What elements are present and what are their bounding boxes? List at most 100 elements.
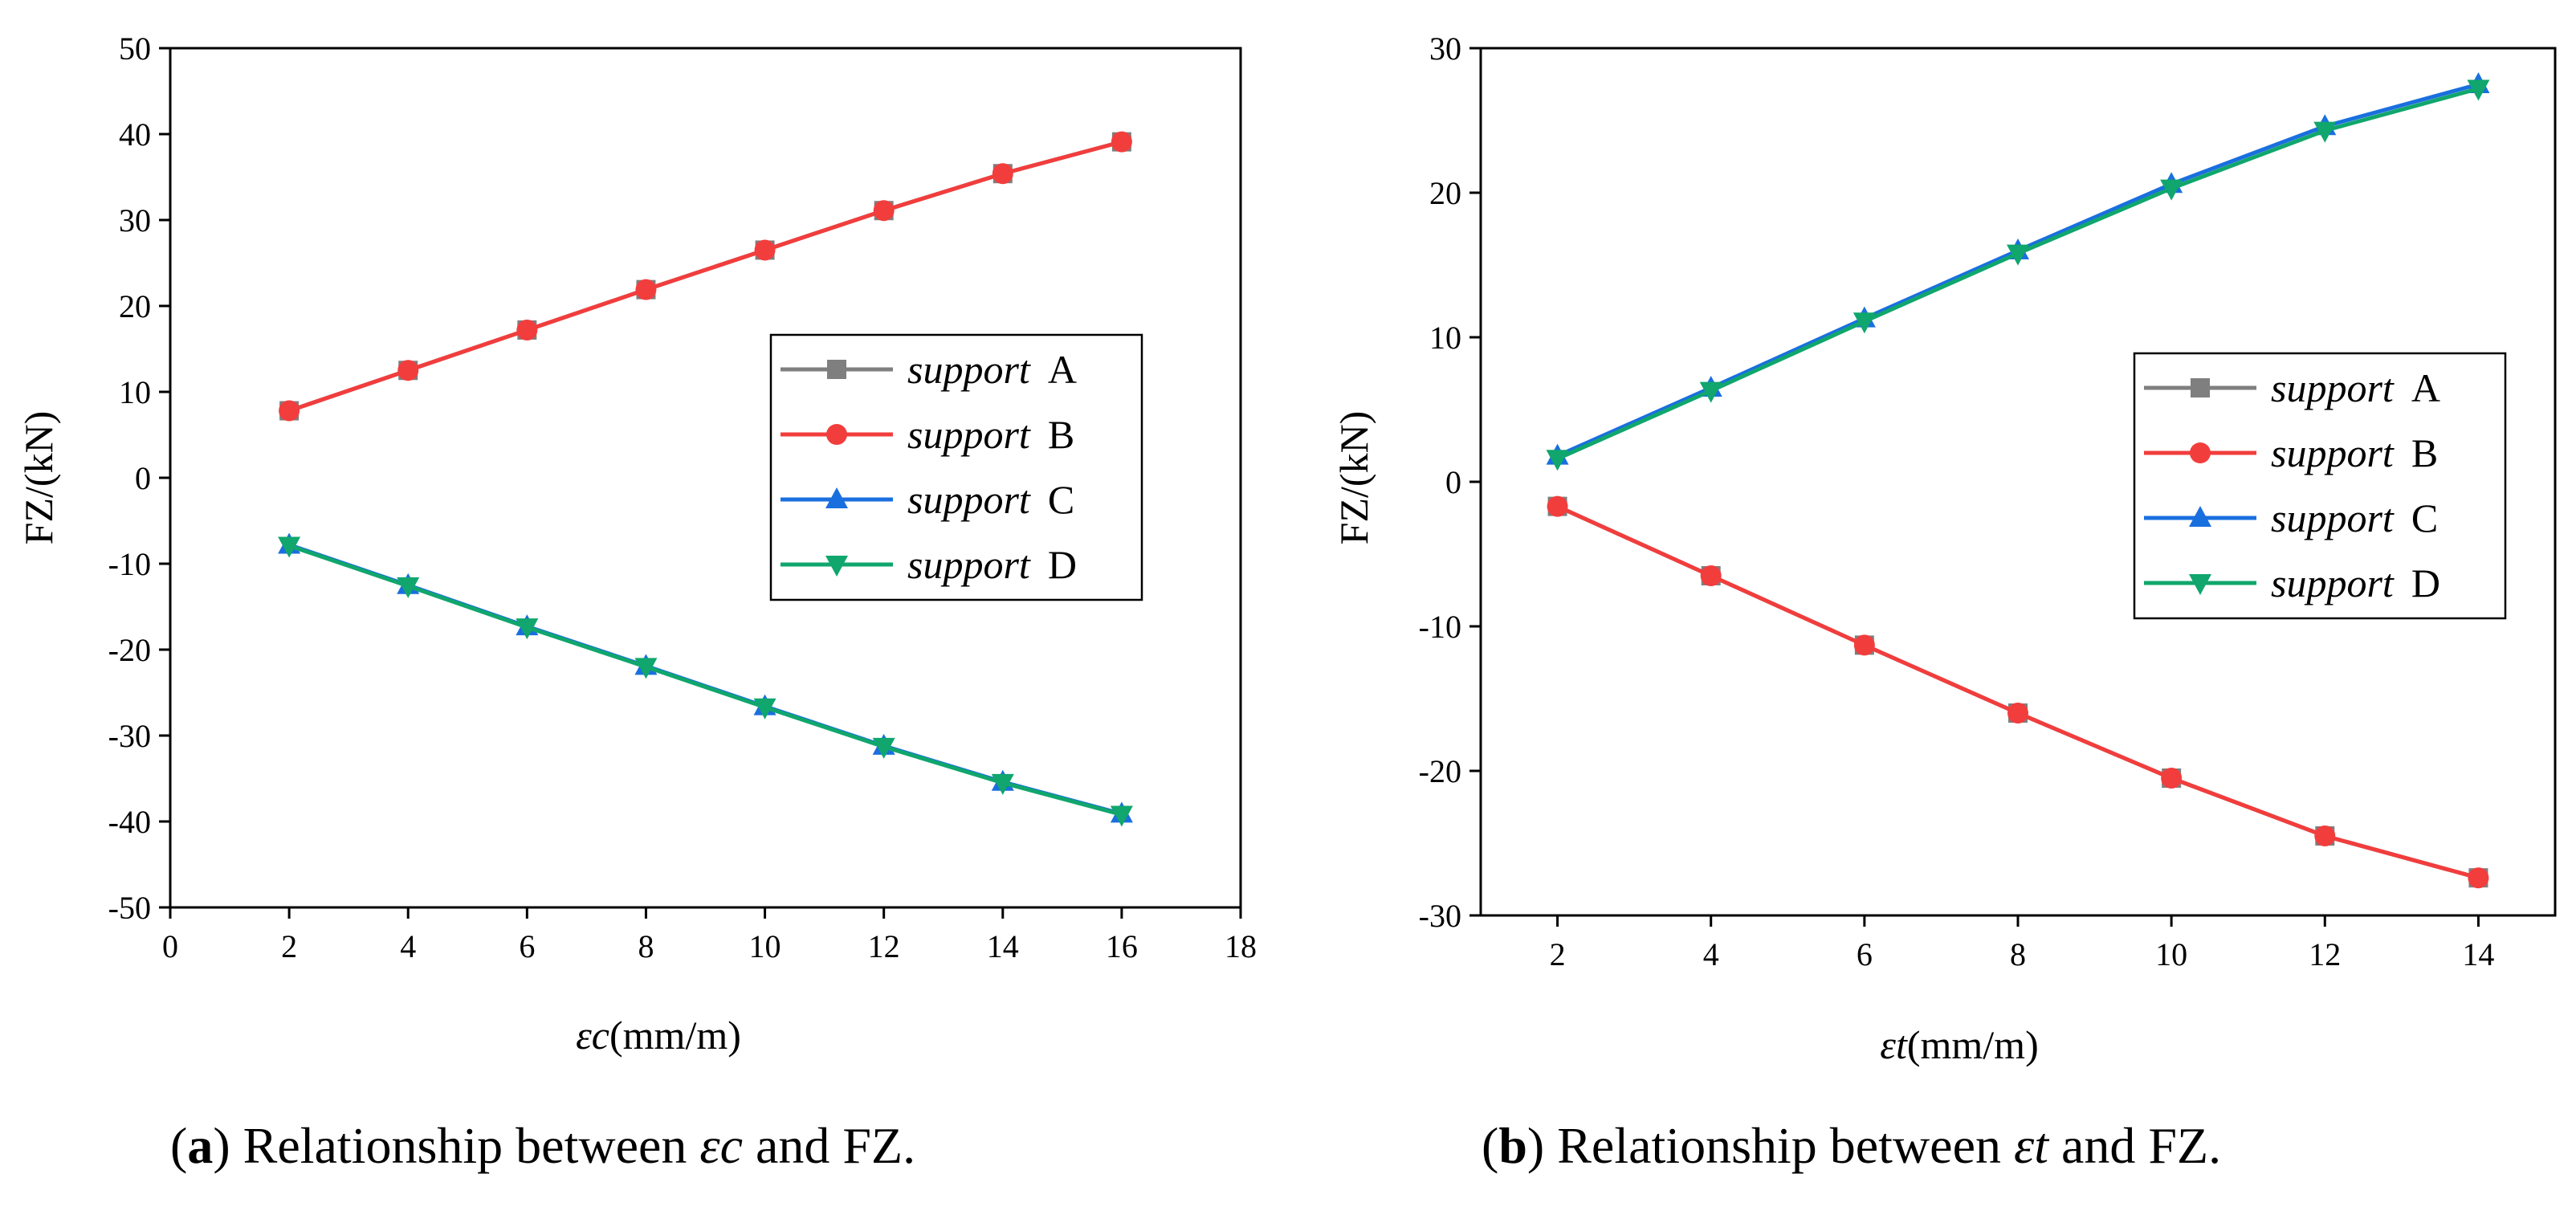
x-tick-label: 6	[519, 928, 535, 964]
x-tick-label: 14	[987, 928, 1019, 964]
y-tick-label: 30	[1429, 31, 1461, 67]
x-tick-label: 2	[281, 928, 297, 964]
legend-label-C: support C	[2271, 495, 2438, 540]
x-tick-label: 14	[2462, 936, 2494, 972]
y-tick-label: 40	[119, 116, 151, 153]
chart-panel-a: 0 2 4 6 8 10 12 14 16 18 -50 -40 -30 -20 -10 0 10 20 30 40 5…	[16, 31, 1257, 1174]
y-tick-label: -30	[1419, 898, 1461, 934]
x-axis-title: εt(mm/m)	[1880, 1022, 2038, 1067]
y-tick-label: -50	[108, 890, 151, 926]
data-point-D	[1110, 805, 1133, 827]
legend-marker-A	[2191, 378, 2210, 397]
x-tick-label: 10	[749, 928, 781, 964]
data-point-D	[634, 658, 658, 679]
caption-paren-open: (	[1482, 1117, 1498, 1174]
y-tick-label: -20	[1419, 753, 1461, 789]
y-axis-title: FZ/(kN)	[1331, 411, 1376, 545]
caption-letter: a	[187, 1117, 213, 1174]
y-tick-label: -20	[108, 632, 151, 668]
y-tick-label: 20	[119, 288, 151, 324]
legend-label-D: support D	[907, 542, 1077, 587]
legend-label-letter: B	[1048, 412, 1074, 457]
plot-frame	[1479, 47, 2557, 917]
data-point-D	[2313, 121, 2337, 143]
x-tick-label: 0	[162, 928, 178, 964]
legend-marker-D	[825, 556, 848, 577]
x-tick-label: 6	[1857, 936, 1873, 972]
legend-label-word: support	[907, 347, 1031, 392]
x-axis-symbol: εt	[1880, 1022, 1908, 1067]
x-axis-title: εc(mm/m)	[576, 1013, 741, 1058]
caption-text-end: and FZ.	[743, 1117, 915, 1174]
caption-text: Relationship between	[1544, 1117, 2014, 1174]
y-tick-label: -10	[1419, 609, 1461, 645]
data-point-B	[2314, 825, 2336, 846]
x-tick-label: 4	[1703, 936, 1719, 972]
y-tick-label: -10	[108, 546, 151, 582]
data-point-B	[1853, 634, 1875, 656]
data-point-D	[753, 698, 776, 719]
legend-label-B: support B	[2271, 430, 2438, 475]
data-point-B	[635, 279, 657, 300]
data-point-D	[516, 618, 539, 640]
legend-label-letter: C	[2411, 495, 2438, 540]
chart-panel-b: 2 4 6 8 10 12 14-30-20-100102030FZ/(kN)εt(mm/m…	[1331, 31, 2557, 1174]
x-axis-symbol: εc	[576, 1013, 609, 1058]
legend-marker-D	[2189, 574, 2211, 595]
y-tick-label: 20	[1429, 175, 1461, 211]
y-tick-label: 0	[135, 460, 151, 496]
data-point-B	[1700, 565, 1722, 586]
caption-symbol: εt	[2014, 1117, 2050, 1174]
series-line-D	[288, 544, 1123, 817]
legend-label-D: support D	[2271, 561, 2440, 605]
y-tick-label: 10	[119, 374, 151, 410]
y-tick-label: -40	[108, 804, 151, 840]
legend-marker-B	[826, 424, 847, 445]
data-point-D	[872, 737, 895, 759]
legend-marker-A	[827, 360, 846, 379]
data-point-B	[1547, 495, 1568, 517]
legend-label-B: support B	[907, 412, 1074, 457]
y-tick-label: 30	[119, 202, 151, 238]
data-point-D	[278, 536, 301, 558]
caption-paren-close: )	[213, 1117, 230, 1174]
legend-label-A: support A	[2271, 365, 2440, 410]
legend-marker-B	[2190, 442, 2211, 463]
data-point-B	[873, 200, 895, 222]
x-tick-label: 12	[2309, 936, 2341, 972]
data-point-D	[991, 773, 1014, 795]
y-tick-label: 10	[1429, 320, 1461, 356]
x-tick-label: 8	[638, 928, 654, 964]
legend-marker-C	[825, 487, 848, 508]
legend-label-word: support	[907, 542, 1031, 587]
data-point-D	[2007, 244, 2029, 266]
data-point-D	[1699, 381, 1722, 403]
x-tick-label: 16	[1106, 928, 1138, 964]
y-axis-title: FZ/(kN)	[16, 411, 61, 545]
y-tick-label: 0	[1445, 464, 1461, 500]
data-point-B	[397, 360, 419, 381]
data-point-B	[279, 400, 300, 422]
caption-paren-open: (	[170, 1117, 187, 1174]
legend-marker-C	[2189, 506, 2211, 527]
series-line-B	[288, 140, 1123, 413]
caption-text: Relationship between	[230, 1117, 700, 1174]
data-point-D	[1546, 450, 1569, 471]
legend-label-letter: D	[1048, 542, 1077, 587]
data-point-D	[2467, 79, 2490, 101]
data-point-B	[516, 319, 538, 340]
legend-label-word: support	[2271, 561, 2395, 605]
y-tick-label: 50	[119, 31, 151, 67]
legend-label-letter: C	[1048, 477, 1074, 522]
data-point-B	[754, 239, 776, 261]
legend-label-A: support A	[907, 347, 1077, 392]
legend-label-word: support	[907, 477, 1031, 522]
data-point-D	[1853, 312, 1876, 334]
legend-label-word: support	[2271, 495, 2395, 540]
legend-label-letter: A	[2411, 365, 2440, 410]
legend-label-letter: B	[2411, 430, 2438, 475]
data-point-B	[1111, 131, 1132, 153]
